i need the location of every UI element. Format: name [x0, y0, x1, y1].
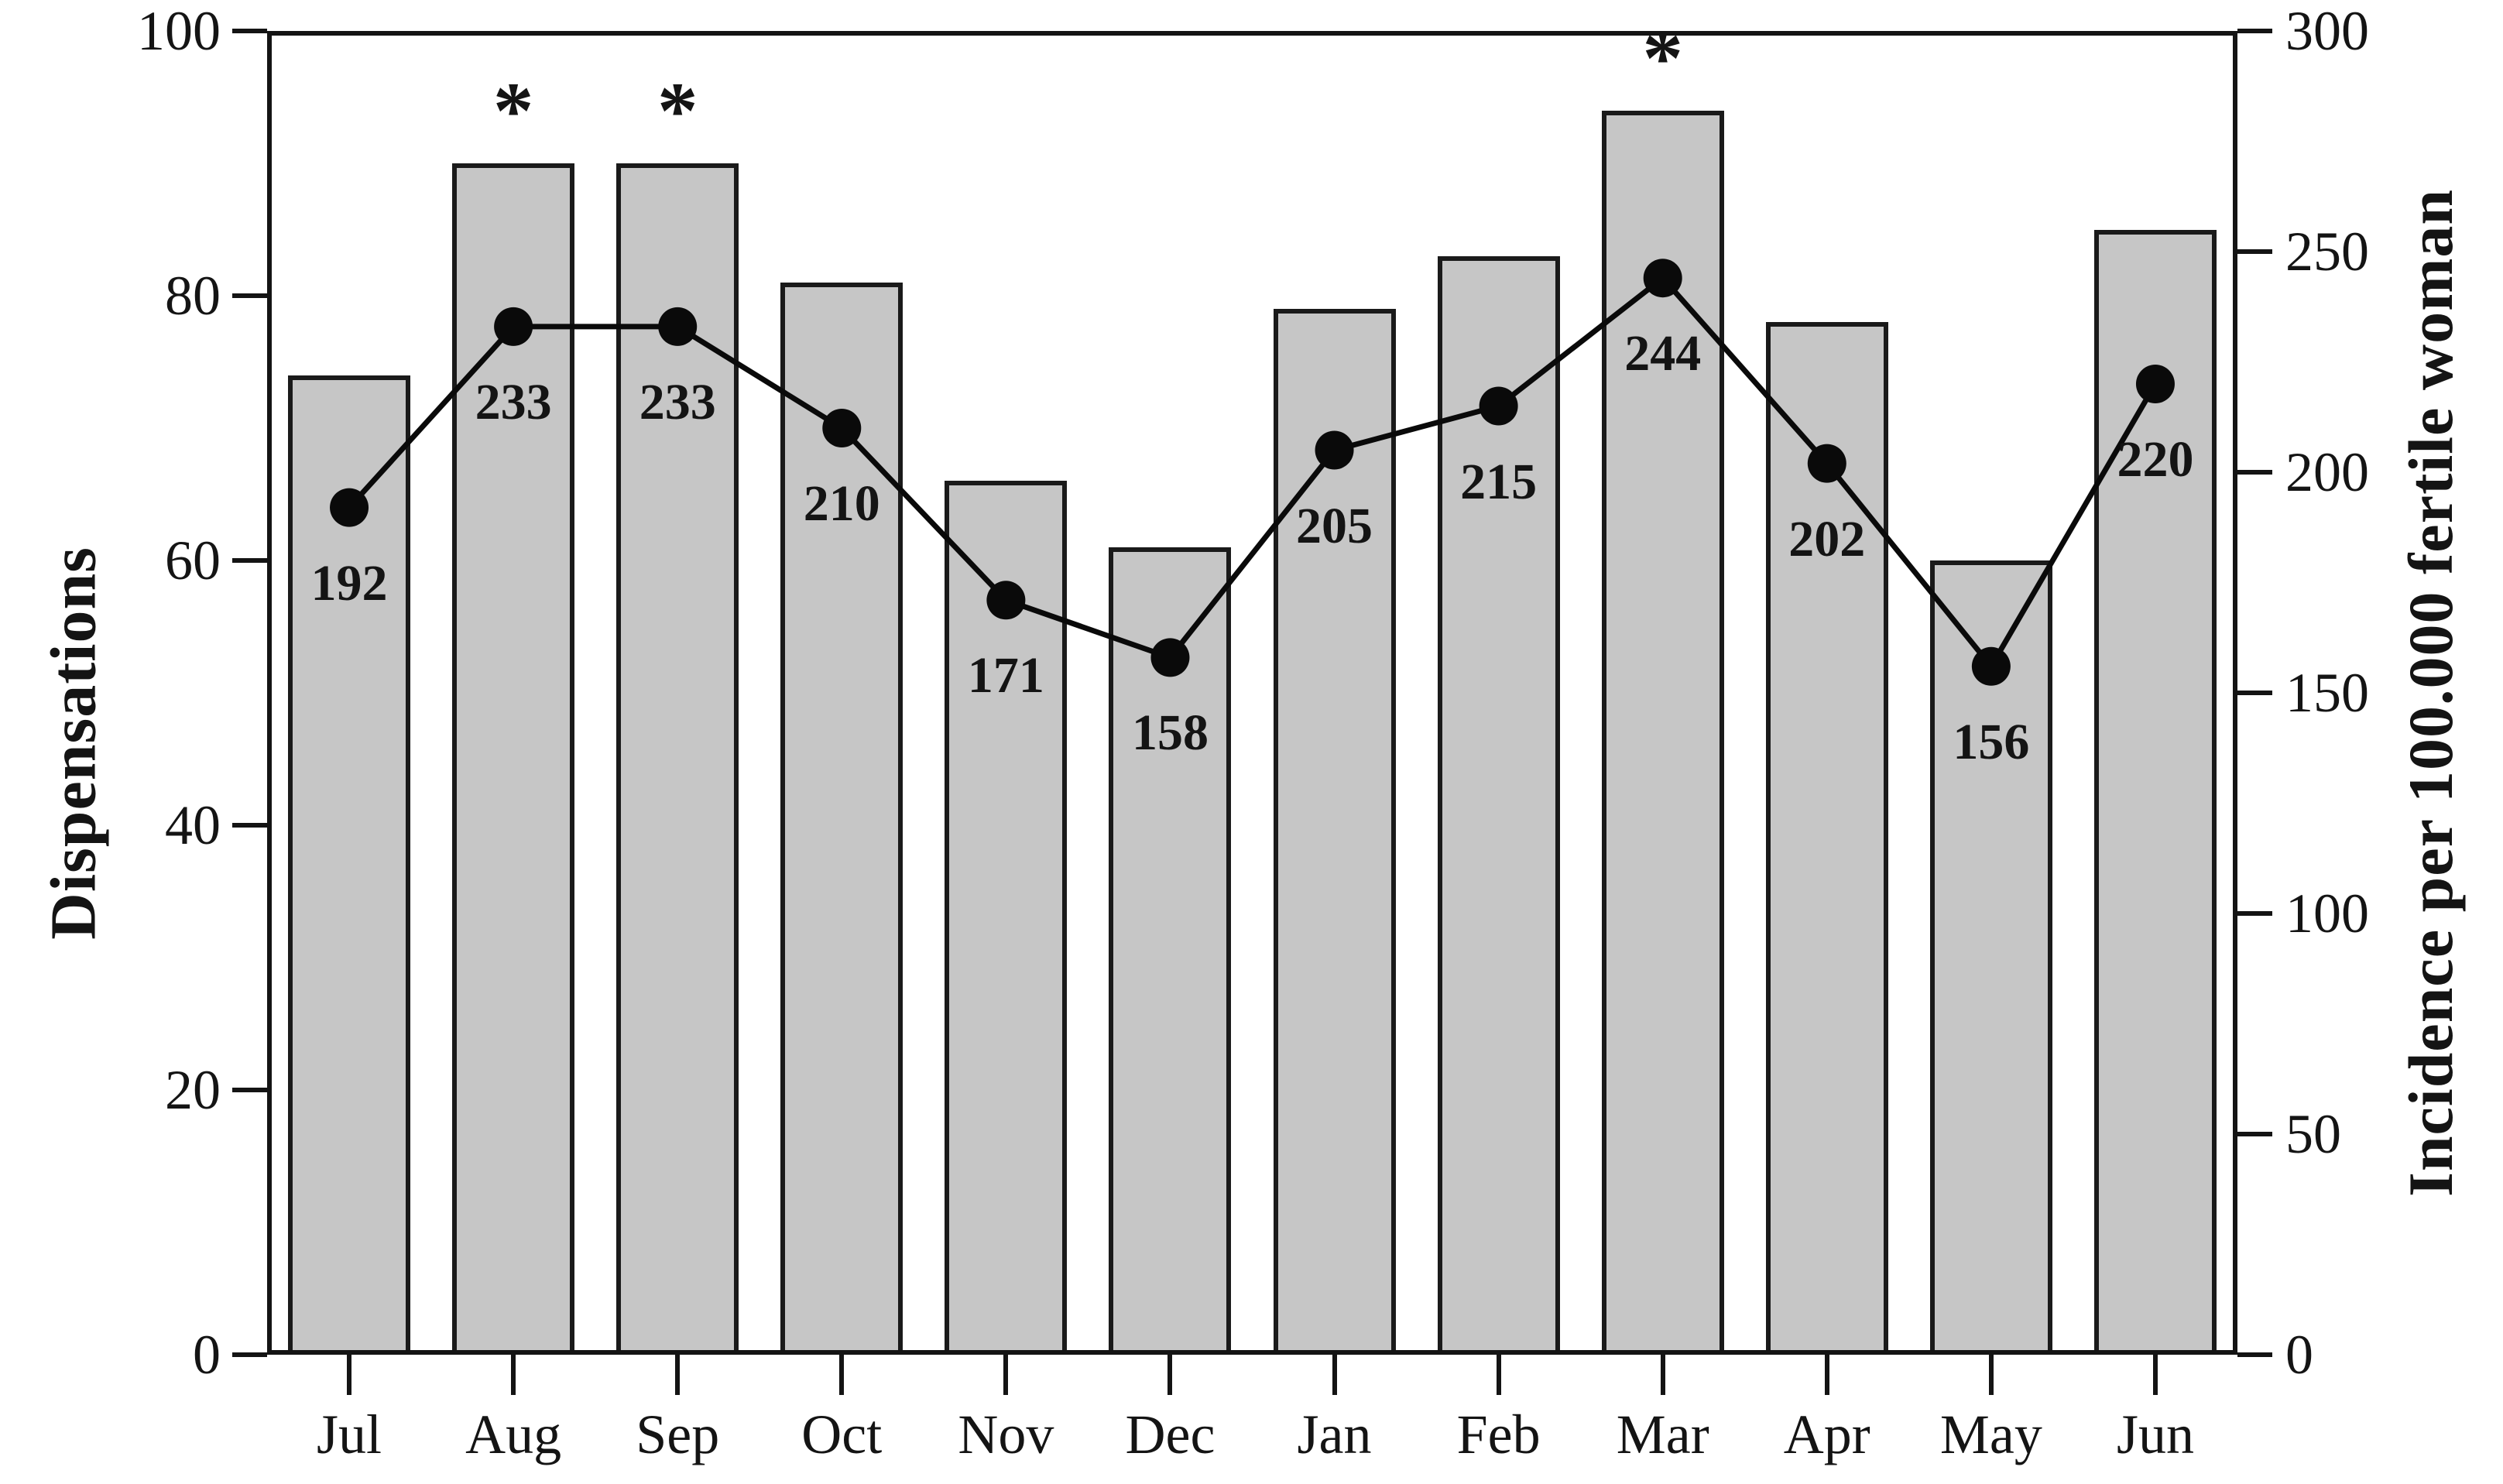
bar-sep	[616, 163, 739, 1355]
bar-aug	[452, 163, 575, 1355]
right-tick-label-0: 0	[2285, 1324, 2313, 1386]
x-tick-may	[1988, 1355, 1994, 1395]
right-tick-100	[2237, 911, 2272, 916]
left-tick-label-80: 80	[165, 265, 221, 327]
significance-marker-aug: *	[492, 65, 534, 156]
x-tick-label-may: May	[1939, 1403, 2042, 1465]
x-tick-label-dec: Dec	[1125, 1403, 1215, 1465]
right-tick-200	[2237, 470, 2272, 475]
x-tick-jan	[1332, 1355, 1337, 1395]
incidence-value-aug: 233	[475, 373, 552, 430]
left-tick-label-100: 100	[137, 0, 221, 62]
x-tick-label-feb: Feb	[1456, 1403, 1541, 1465]
incidence-value-nov: 171	[967, 647, 1044, 704]
x-tick-label-apr: Apr	[1783, 1403, 1870, 1465]
x-tick-dec	[1167, 1355, 1173, 1395]
right-tick-label-50: 50	[2285, 1103, 2341, 1165]
bar-apr	[1765, 322, 1888, 1355]
x-tick-label-jan: Jan	[1297, 1403, 1372, 1465]
x-tick-label-mar: Mar	[1616, 1403, 1709, 1465]
left-tick-80	[232, 293, 267, 298]
x-tick-label-sep: Sep	[636, 1403, 720, 1465]
bar-jan	[1273, 309, 1396, 1355]
x-tick-label-nov: Nov	[958, 1403, 1054, 1465]
left-tick-0	[232, 1352, 267, 1357]
x-tick-label-jun: Jun	[2116, 1403, 2194, 1465]
x-tick-oct	[839, 1355, 845, 1395]
left-tick-label-0: 0	[193, 1324, 221, 1386]
incidence-value-may: 156	[1953, 713, 2030, 770]
right-tick-0	[2237, 1352, 2272, 1357]
bar-jul	[288, 375, 411, 1355]
bar-dec	[1109, 547, 1232, 1355]
left-tick-60	[232, 558, 267, 563]
x-tick-sep	[675, 1355, 681, 1395]
incidence-value-sep: 233	[639, 373, 716, 430]
incidence-value-jun: 220	[2117, 431, 2194, 488]
right-tick-label-250: 250	[2285, 221, 2369, 283]
left-axis-title: Dispensations	[37, 547, 110, 940]
left-tick-label-60: 60	[165, 530, 221, 591]
bar-may	[1929, 560, 2052, 1355]
right-tick-250	[2237, 249, 2272, 254]
significance-marker-mar: *	[1642, 12, 1683, 103]
x-tick-nov	[1003, 1355, 1009, 1395]
left-tick-20	[232, 1088, 267, 1092]
right-tick-300	[2237, 29, 2272, 33]
bar-mar	[1601, 110, 1724, 1355]
incidence-value-dec: 158	[1131, 704, 1209, 762]
left-tick-40	[232, 823, 267, 828]
x-tick-mar	[1660, 1355, 1665, 1395]
left-tick-label-40: 40	[165, 794, 221, 856]
bar-nov	[945, 481, 1068, 1355]
incidence-value-feb: 215	[1460, 453, 1538, 510]
x-tick-label-aug: Aug	[465, 1403, 562, 1465]
x-tick-jul	[347, 1355, 352, 1395]
right-tick-150	[2237, 691, 2272, 695]
significance-marker-sep: *	[657, 65, 698, 156]
bar-jun	[2093, 229, 2217, 1355]
incidence-value-jul: 192	[310, 554, 388, 612]
bar-oct	[780, 282, 903, 1355]
left-tick-label-20: 20	[165, 1059, 221, 1121]
right-tick-label-200: 200	[2285, 441, 2369, 503]
right-tick-label-300: 300	[2285, 0, 2369, 62]
incidence-value-jan: 205	[1296, 497, 1373, 554]
x-tick-label-jul: Jul	[317, 1403, 382, 1465]
x-tick-jun	[2152, 1355, 2158, 1395]
x-tick-feb	[1496, 1355, 1501, 1395]
x-tick-aug	[511, 1355, 516, 1395]
left-tick-100	[232, 29, 267, 33]
bar-feb	[1437, 255, 1560, 1355]
x-tick-apr	[1824, 1355, 1829, 1395]
incidence-value-oct: 210	[803, 475, 880, 532]
right-tick-label-150: 150	[2285, 662, 2369, 724]
x-tick-label-oct: Oct	[801, 1403, 883, 1465]
incidence-value-mar: 244	[1624, 325, 1702, 382]
right-tick-label-100: 100	[2285, 883, 2369, 944]
incidence-value-apr: 202	[1788, 510, 1866, 567]
right-tick-50	[2237, 1132, 2272, 1136]
